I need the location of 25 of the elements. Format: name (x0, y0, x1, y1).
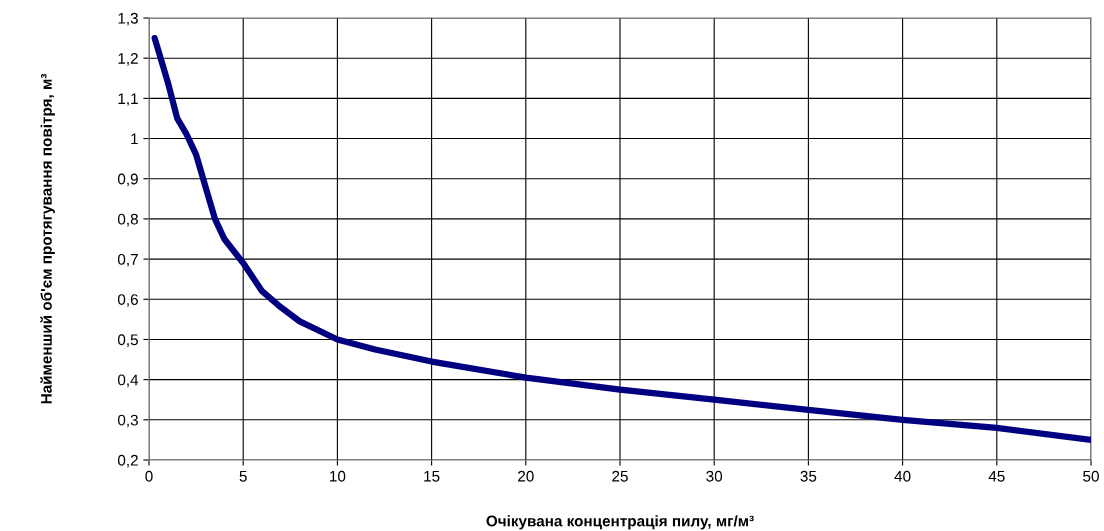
y-tick-label: 0,8 (117, 213, 138, 227)
x-tick-label: 5 (239, 470, 247, 482)
y-tick-label: 1,1 (118, 93, 138, 106)
y-tick-label: 1 (131, 133, 138, 145)
x-tick-label: 0 (145, 470, 153, 482)
x-tick-label: 50 (1083, 470, 1099, 482)
y-tick-label: 0,3 (117, 414, 138, 428)
y-tick-label: 0,5 (117, 334, 138, 347)
y-tick-label: 0,9 (117, 173, 138, 187)
x-tick-label: 15 (424, 470, 440, 482)
y-tick-label: 0,6 (117, 294, 138, 307)
y-tick-label: 0,2 (117, 454, 138, 468)
x-tick-label: 40 (894, 470, 911, 482)
y-axis-title: Найменший об'єм протягування повітря, м³ (40, 73, 55, 404)
y-tick-label: 1,2 (118, 53, 138, 66)
x-tick-label: 20 (518, 470, 534, 482)
x-tick-label: 10 (330, 470, 346, 482)
x-tick-label: 35 (800, 470, 817, 482)
y-tick-label: 1,3 (118, 12, 138, 26)
x-axis-title: Очікувана концентрація пилу, мг/м³ (486, 515, 754, 530)
y-tick-label: 0,4 (117, 374, 139, 388)
y-tick-label: 0,7 (117, 253, 138, 267)
x-tick-label: 45 (988, 470, 1005, 482)
x-tick-label: 25 (612, 470, 628, 482)
x-tick-label: 30 (706, 470, 723, 482)
